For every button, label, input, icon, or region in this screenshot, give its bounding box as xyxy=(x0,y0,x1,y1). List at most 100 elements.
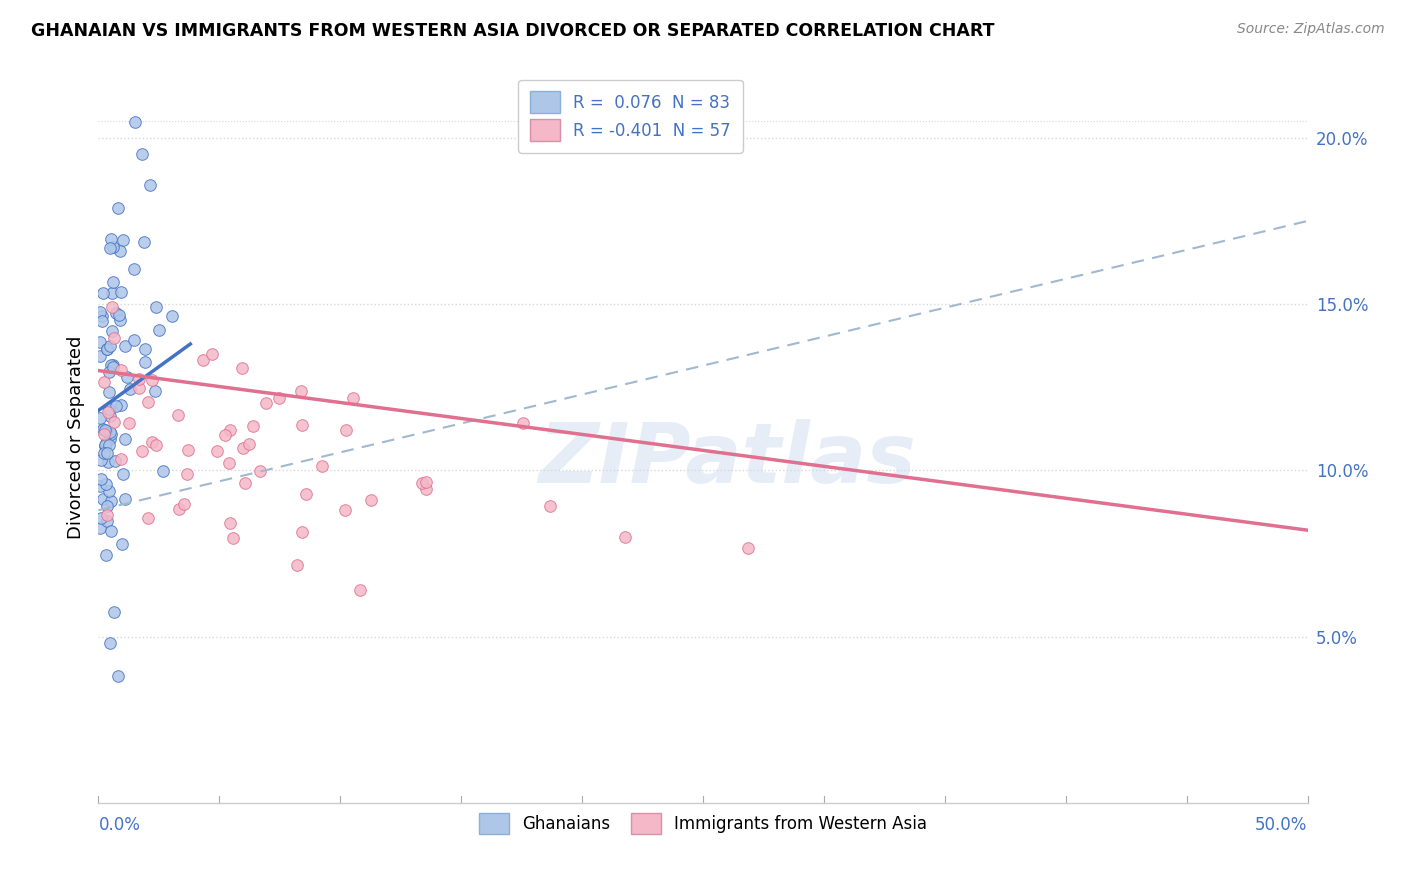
Point xyxy=(101,300,124,314)
Point xyxy=(295,487,318,501)
Point xyxy=(117,416,139,430)
Point xyxy=(91,422,114,436)
Point xyxy=(104,453,127,467)
Y-axis label: Divorced or Separated: Divorced or Separated xyxy=(66,335,84,539)
Point xyxy=(89,349,111,363)
Point xyxy=(93,446,115,460)
Point xyxy=(218,456,240,470)
Point xyxy=(290,384,312,399)
Point xyxy=(124,114,146,128)
Point xyxy=(201,346,224,360)
Point xyxy=(148,323,170,337)
Point xyxy=(89,334,111,349)
Point xyxy=(90,472,112,486)
Point xyxy=(89,521,111,535)
Text: 0.0%: 0.0% xyxy=(98,816,141,834)
Point xyxy=(96,445,118,459)
Point xyxy=(90,313,112,327)
Point xyxy=(254,395,277,409)
Point xyxy=(614,530,637,544)
Point xyxy=(145,300,167,314)
Point xyxy=(238,437,260,451)
Point xyxy=(90,453,112,467)
Point xyxy=(94,476,117,491)
Point xyxy=(107,669,129,683)
Point xyxy=(242,419,264,434)
Point xyxy=(218,516,240,530)
Point xyxy=(349,582,371,597)
Point xyxy=(103,359,125,373)
Point xyxy=(231,441,253,455)
Legend: Ghanaians, Immigrants from Western Asia: Ghanaians, Immigrants from Western Asia xyxy=(467,801,939,846)
Point xyxy=(96,508,118,522)
Point xyxy=(100,358,122,372)
Point xyxy=(152,465,174,479)
Point xyxy=(89,478,111,492)
Point xyxy=(91,285,114,300)
Point xyxy=(214,427,236,442)
Point xyxy=(136,511,159,525)
Point xyxy=(110,244,132,258)
Point xyxy=(111,467,134,481)
Point xyxy=(100,426,122,441)
Point xyxy=(90,511,112,525)
Point xyxy=(128,372,150,386)
Point xyxy=(111,537,134,551)
Point xyxy=(94,425,117,439)
Point xyxy=(114,432,136,446)
Point xyxy=(538,500,561,514)
Point xyxy=(177,443,200,458)
Point xyxy=(114,491,136,506)
Point xyxy=(291,417,314,432)
Point xyxy=(267,391,290,405)
Point xyxy=(219,423,242,437)
Point xyxy=(118,382,141,396)
Point xyxy=(415,475,437,489)
Point xyxy=(97,484,120,499)
Point xyxy=(360,493,382,508)
Point xyxy=(311,458,333,473)
Point xyxy=(96,342,118,356)
Point xyxy=(100,425,122,439)
Point xyxy=(96,500,118,514)
Point xyxy=(98,438,121,452)
Point xyxy=(173,497,195,511)
Point xyxy=(97,365,120,379)
Point xyxy=(108,308,131,322)
Point xyxy=(98,339,121,353)
Point xyxy=(139,178,162,193)
Point xyxy=(100,493,122,508)
Point xyxy=(162,309,184,323)
Point xyxy=(93,423,115,437)
Point xyxy=(103,415,125,429)
Point xyxy=(94,423,117,437)
Point xyxy=(221,532,243,546)
Point xyxy=(94,548,117,562)
Point xyxy=(101,360,124,375)
Point xyxy=(97,384,120,399)
Point xyxy=(131,443,153,458)
Point xyxy=(285,558,308,573)
Point xyxy=(101,286,124,301)
Point xyxy=(107,202,129,216)
Point xyxy=(98,635,121,649)
Point xyxy=(97,455,120,469)
Point xyxy=(291,524,314,539)
Point xyxy=(115,369,138,384)
Point xyxy=(94,439,117,453)
Point xyxy=(101,275,124,289)
Point xyxy=(110,451,132,466)
Point xyxy=(167,502,190,516)
Point xyxy=(103,331,125,345)
Point xyxy=(134,342,156,356)
Point xyxy=(93,491,115,506)
Point xyxy=(205,444,228,458)
Text: Source: ZipAtlas.com: Source: ZipAtlas.com xyxy=(1237,22,1385,37)
Point xyxy=(89,411,111,425)
Point xyxy=(141,435,163,450)
Point xyxy=(104,399,127,413)
Point xyxy=(415,482,437,496)
Text: 50.0%: 50.0% xyxy=(1256,816,1308,834)
Point xyxy=(98,401,121,416)
Point xyxy=(101,240,124,254)
